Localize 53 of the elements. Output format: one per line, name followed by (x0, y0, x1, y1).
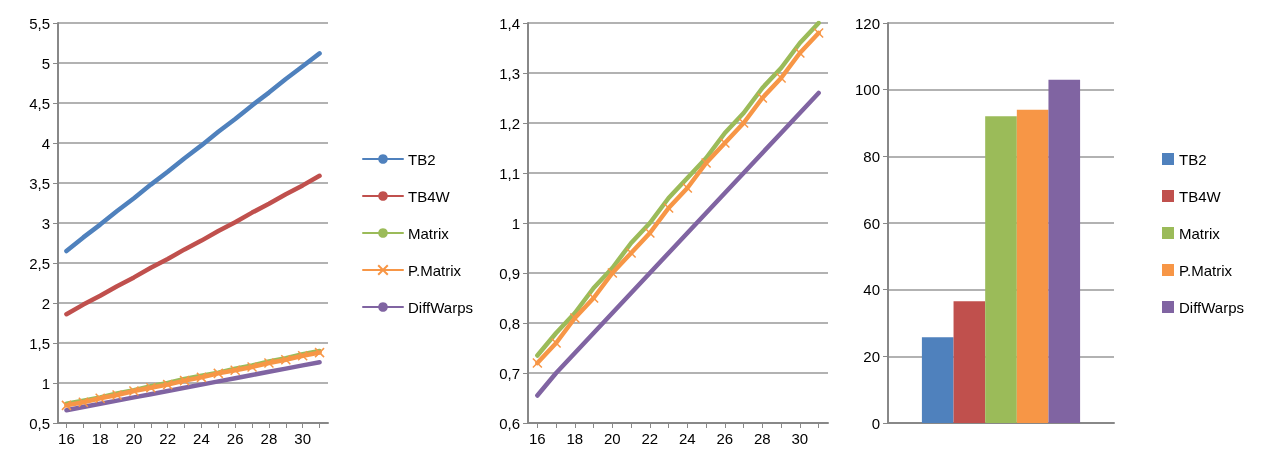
x-tick-label: 16 (529, 430, 546, 447)
y-tick-label: 3,5 (29, 174, 50, 192)
y-tick-label: 2 (41, 294, 50, 312)
legend-label: Matrix (407, 224, 450, 242)
y-tick-label: 1,3 (499, 64, 520, 82)
y-tick-label: 0,8 (499, 314, 520, 332)
legend-label: Matrix (1178, 224, 1221, 242)
y-tick-label: 0,9 (499, 264, 520, 282)
x-tick-label: 28 (754, 430, 771, 447)
y-tick-label: 5,5 (29, 14, 50, 32)
y-tick-label: 20 (863, 347, 880, 365)
x-tick-label: 16 (58, 430, 75, 447)
x-tick-label: 20 (125, 430, 143, 447)
x-tick-label: 18 (566, 430, 584, 447)
legend-label: TB4W (407, 187, 451, 205)
y-tick-label: 1,4 (499, 14, 520, 32)
legend-label: TB2 (1178, 150, 1207, 168)
y-tick-label: 0,5 (29, 414, 50, 432)
y-tick-label: 60 (863, 214, 880, 232)
legend-label: P.Matrix (407, 261, 462, 279)
y-tick-label: 4 (41, 134, 50, 152)
y-tick-label: 1 (511, 214, 520, 232)
y-tick-label: 1,1 (499, 164, 520, 182)
y-tick-label: 1 (41, 374, 50, 392)
y-tick-label: 1,2 (499, 114, 520, 132)
y-tick-label: 100 (854, 81, 880, 99)
y-tick-label: 5 (41, 54, 50, 72)
y-tick-label: 0,6 (499, 414, 520, 432)
y-tick-label: 40 (863, 281, 880, 299)
x-tick-label: 24 (193, 430, 210, 447)
x-tick-label: 22 (159, 430, 177, 447)
y-tick-label: 0 (871, 414, 880, 432)
x-tick-label: 20 (604, 430, 621, 447)
x-tick-label: 24 (679, 430, 696, 447)
y-tick-label: 1,5 (29, 334, 50, 352)
x-tick-label: 30 (791, 430, 809, 447)
y-tick-label: 2,5 (29, 254, 50, 272)
legend-label: TB2 (407, 150, 436, 168)
x-tick-label: 22 (641, 430, 659, 447)
legend-label: DiffWarps (1178, 298, 1245, 316)
legend-label: DiffWarps (407, 298, 474, 316)
y-tick-label: 3 (41, 214, 50, 232)
y-tick-label: 80 (863, 147, 880, 165)
x-tick-label: 26 (716, 430, 734, 447)
x-tick-label: 30 (294, 430, 312, 447)
y-tick-label: 0,7 (499, 364, 520, 382)
x-tick-label: 18 (91, 430, 109, 447)
x-tick-label: 26 (226, 430, 244, 447)
y-tick-label: 120 (854, 14, 880, 32)
x-tick-label: 28 (260, 430, 278, 447)
legend-label: TB4W (1178, 187, 1222, 205)
legend-label: P.Matrix (1178, 261, 1233, 279)
y-tick-label: 4,5 (29, 94, 50, 112)
